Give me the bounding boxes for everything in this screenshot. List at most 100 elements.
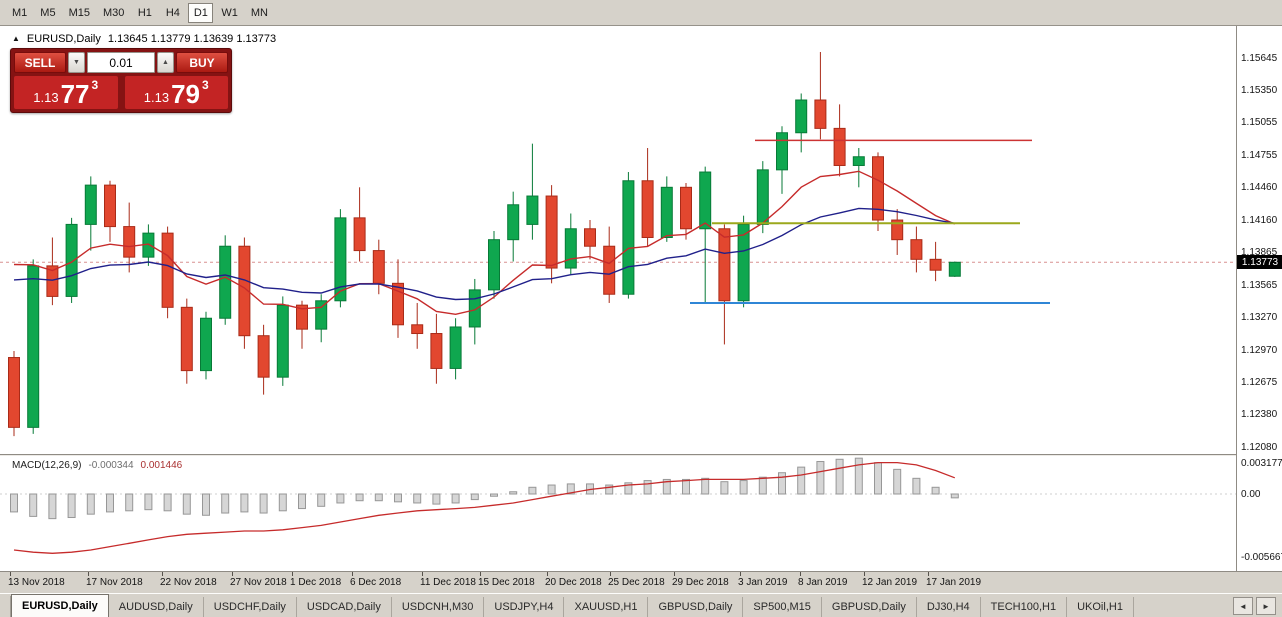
date-tick bbox=[162, 572, 163, 576]
bear-candle bbox=[104, 184, 116, 228]
chart-tab-sp500[interactable]: SP500,M15 bbox=[743, 597, 822, 617]
macd-histogram-bar bbox=[797, 466, 806, 495]
timeframe-button-h1[interactable]: H1 bbox=[137, 6, 152, 19]
chart-tab-usdchf[interactable]: USDCHF,Daily bbox=[204, 597, 297, 617]
macd-canvas[interactable] bbox=[0, 456, 1236, 571]
bull-candle bbox=[852, 156, 865, 166]
timeframe-button-mn[interactable]: MN bbox=[250, 6, 268, 19]
macd-histogram-bar bbox=[739, 480, 748, 495]
macd-indicator-caption: MACD(12,26,9) -0.000344 0.001446 bbox=[12, 460, 182, 471]
date-axis-label: 11 Dec 2018 bbox=[420, 577, 476, 588]
date-tick bbox=[610, 572, 611, 576]
macd-histogram-bar bbox=[566, 483, 575, 495]
bull-candle bbox=[200, 317, 212, 372]
timeframe-button-m5[interactable]: M5 bbox=[40, 6, 56, 19]
bear-candle bbox=[929, 258, 942, 271]
buy-button[interactable]: BUY bbox=[176, 52, 228, 73]
chart-tab-ukoil[interactable]: UKOil,H1 bbox=[1067, 597, 1134, 617]
price-axis-label: 1.15645 bbox=[1241, 53, 1278, 64]
macd-histogram-bar bbox=[874, 462, 882, 495]
bull-candle bbox=[660, 186, 673, 238]
timeframe-button-m30[interactable]: M30 bbox=[102, 6, 125, 19]
tab-scroll-left-button[interactable]: ◄ bbox=[1233, 597, 1253, 615]
ask-price-display[interactable]: 1.13 79 3 bbox=[124, 76, 228, 109]
tab-scroll-controls: ◄ ► bbox=[1225, 597, 1282, 617]
volume-increase-button[interactable]: ▲ bbox=[157, 52, 174, 73]
bull-candle bbox=[449, 326, 462, 369]
macd-histogram-bar bbox=[701, 477, 710, 495]
sell-button[interactable]: SELL bbox=[14, 52, 66, 73]
macd-histogram-bar bbox=[163, 493, 172, 512]
price-axis-label: 1.12970 bbox=[1241, 344, 1278, 356]
timeframe-button-m15[interactable]: M15 bbox=[68, 6, 90, 19]
date-tick bbox=[864, 572, 865, 576]
macd-histogram-bar bbox=[86, 493, 95, 515]
macd-histogram-bar bbox=[125, 493, 134, 512]
macd-histogram-bar bbox=[67, 493, 76, 519]
macd-histogram-bar bbox=[509, 491, 518, 495]
bear-candle bbox=[123, 226, 136, 258]
date-axis[interactable]: 13 Nov 2018 17 Nov 2018 22 Nov 2018 27 Nov … bbox=[0, 571, 1282, 593]
tab-scroll-right-button[interactable]: ► bbox=[1256, 597, 1276, 615]
timeframe-button-h4[interactable]: H4 bbox=[165, 6, 180, 19]
price-axis-label: 1.15350 bbox=[1241, 85, 1278, 97]
macd-histogram-bar bbox=[240, 493, 249, 513]
price-axis-label: 1.13865 bbox=[1241, 247, 1278, 259]
chart-tab-tech100[interactable]: TECH100,H1 bbox=[981, 597, 1068, 617]
chart-tab-gbpusd[interactable]: GBPUSD,Daily bbox=[822, 597, 917, 617]
bear-candle bbox=[872, 156, 884, 221]
main-chart-canvas[interactable] bbox=[0, 26, 1236, 454]
macd-histogram-bar bbox=[336, 493, 345, 504]
chart-ohlc-values: 1.13645 1.13779 1.13639 1.13773 bbox=[107, 33, 277, 45]
volume-input[interactable] bbox=[87, 52, 155, 73]
macd-histogram-bar bbox=[682, 478, 690, 495]
macd-histogram-bar bbox=[816, 461, 825, 495]
chart-tab-eurusd[interactable]: EURUSD,Daily bbox=[11, 594, 109, 617]
date-tick bbox=[422, 572, 423, 576]
date-axis-label: 29 Dec 2018 bbox=[672, 577, 729, 588]
date-tick bbox=[10, 572, 11, 576]
bear-candle bbox=[910, 239, 923, 260]
macd-histogram-bar bbox=[182, 493, 191, 515]
timeframe-button-d1[interactable]: D1 bbox=[188, 2, 214, 23]
macd-histogram-bar bbox=[355, 493, 364, 502]
bear-candle bbox=[814, 99, 827, 129]
current-price-badge: 1.13773 bbox=[1237, 255, 1282, 270]
volume-decrease-button[interactable]: ▼ bbox=[68, 52, 85, 73]
date-axis-label: 15 Dec 2018 bbox=[478, 577, 535, 588]
date-axis-label: 17 Jan 2019 bbox=[926, 577, 982, 588]
macd-histogram-bar bbox=[374, 493, 383, 502]
chart-tab-gbpusd[interactable]: GBPUSD,Daily bbox=[648, 597, 744, 617]
chart-tab-dj30[interactable]: DJ30,H4 bbox=[917, 597, 981, 617]
date-tick bbox=[352, 572, 353, 576]
chart-tab-usdcad[interactable]: USDCAD,Daily bbox=[297, 597, 392, 617]
macd-histogram-bar bbox=[490, 493, 498, 497]
bull-candle bbox=[737, 223, 750, 302]
bear-candle bbox=[257, 335, 270, 378]
timeframe-button-w1[interactable]: W1 bbox=[221, 6, 238, 19]
chart-symbol-label: EURUSD,Daily bbox=[26, 33, 101, 45]
chart-tab-usdjpy[interactable]: USDJPY,H4 bbox=[484, 597, 565, 617]
price-axis[interactable]: 1.15645 1.15350 1.15055 1.14755 1.14460 1.141… bbox=[1236, 26, 1282, 571]
price-axis-label: 1.12080 bbox=[1241, 442, 1278, 453]
macd-histogram-bar bbox=[451, 493, 460, 504]
bull-candle bbox=[564, 228, 577, 269]
macd-histogram-bar bbox=[298, 493, 306, 510]
bull-candle bbox=[334, 217, 347, 302]
bear-candle bbox=[238, 245, 251, 337]
chart-tab-audusd[interactable]: AUDUSD,Daily bbox=[109, 597, 204, 617]
date-axis-label: 1 Dec 2018 bbox=[290, 577, 342, 588]
price-axis-label: 1.13270 bbox=[1241, 312, 1278, 324]
bull-candle bbox=[219, 245, 232, 319]
bid-price-pip-digit: 3 bbox=[91, 78, 99, 92]
chart-tab-xauusd[interactable]: XAUUSD,H1 bbox=[564, 597, 649, 617]
chart-tab-usdcnh[interactable]: USDCNH,M30 bbox=[392, 597, 485, 617]
bid-price-display[interactable]: 1.13 77 3 bbox=[14, 76, 118, 109]
date-tick bbox=[292, 572, 293, 576]
macd-histogram-bar bbox=[413, 493, 422, 504]
chart-window[interactable]: ▲ EURUSD,Daily 1.13645 1.13779 1.13639 1… bbox=[0, 26, 1282, 571]
bear-candle bbox=[430, 333, 443, 369]
bear-candle bbox=[411, 324, 424, 335]
timeframe-button-m1[interactable]: M1 bbox=[12, 6, 28, 19]
panel-splitter[interactable] bbox=[0, 454, 1282, 456]
